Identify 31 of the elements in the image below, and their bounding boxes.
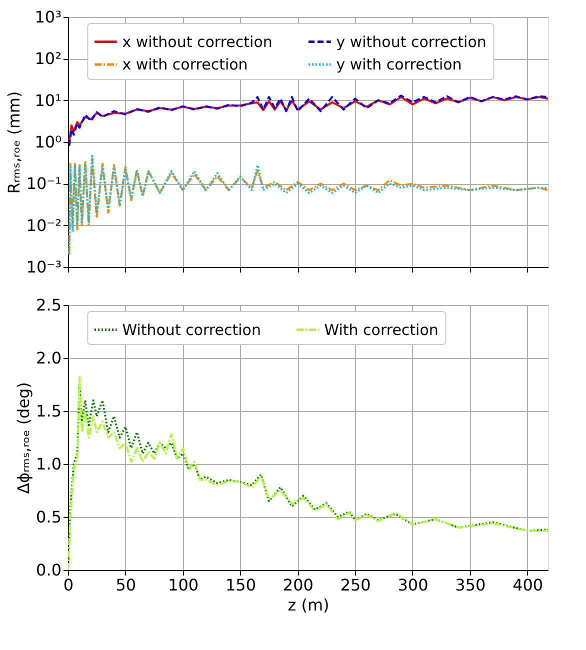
x-tick-label: 100 [168,576,199,594]
y-axis-title: Δϕᵣₘₛ,ᵣₒₑ (deg) [14,382,34,494]
x-tick-label: 250 [340,576,371,594]
legend-label: x without correction [122,32,272,51]
y-tick-label: 1.0 [36,454,62,474]
x-tick-label: 50 [116,576,136,594]
legend-label: y with correction [336,56,462,74]
y-tick-label: 1.5 [36,402,62,420]
x-tick-label: 400 [512,576,544,594]
y-tick-label: 10⁻¹ [26,174,62,194]
y-tick-label: 10¹ [34,90,62,110]
legend-label: With correction [324,320,438,339]
y-tick-label: 0.5 [36,508,62,526]
x-axis-title: z (m) [288,596,330,614]
x-tick-label: 200 [282,576,314,594]
x-tick-label: 300 [398,576,428,594]
y-tick-label: 10² [34,49,62,68]
legend-label: x with correction [122,56,248,74]
x-tick-label: 350 [455,576,486,594]
y-tick-label: 10³ [34,8,62,26]
y-axis-title: Rᵣₘₛ,ᵣₒₑ (mm) [4,91,24,194]
legend-label: y without correction [336,32,486,51]
y-tick-label: 2.5 [36,296,62,314]
y-tick-label: 2.0 [36,348,62,368]
y-tick-label: 10⁻² [26,216,62,235]
x-tick-label: 0 [63,576,74,594]
y-tick-label: 10⁰ [34,132,62,152]
x-tick-label: 150 [225,576,256,594]
y-tick-label: 10⁻³ [26,258,62,276]
y-tick-label: 0.0 [36,560,62,580]
legend-label: Without correction [122,320,261,339]
